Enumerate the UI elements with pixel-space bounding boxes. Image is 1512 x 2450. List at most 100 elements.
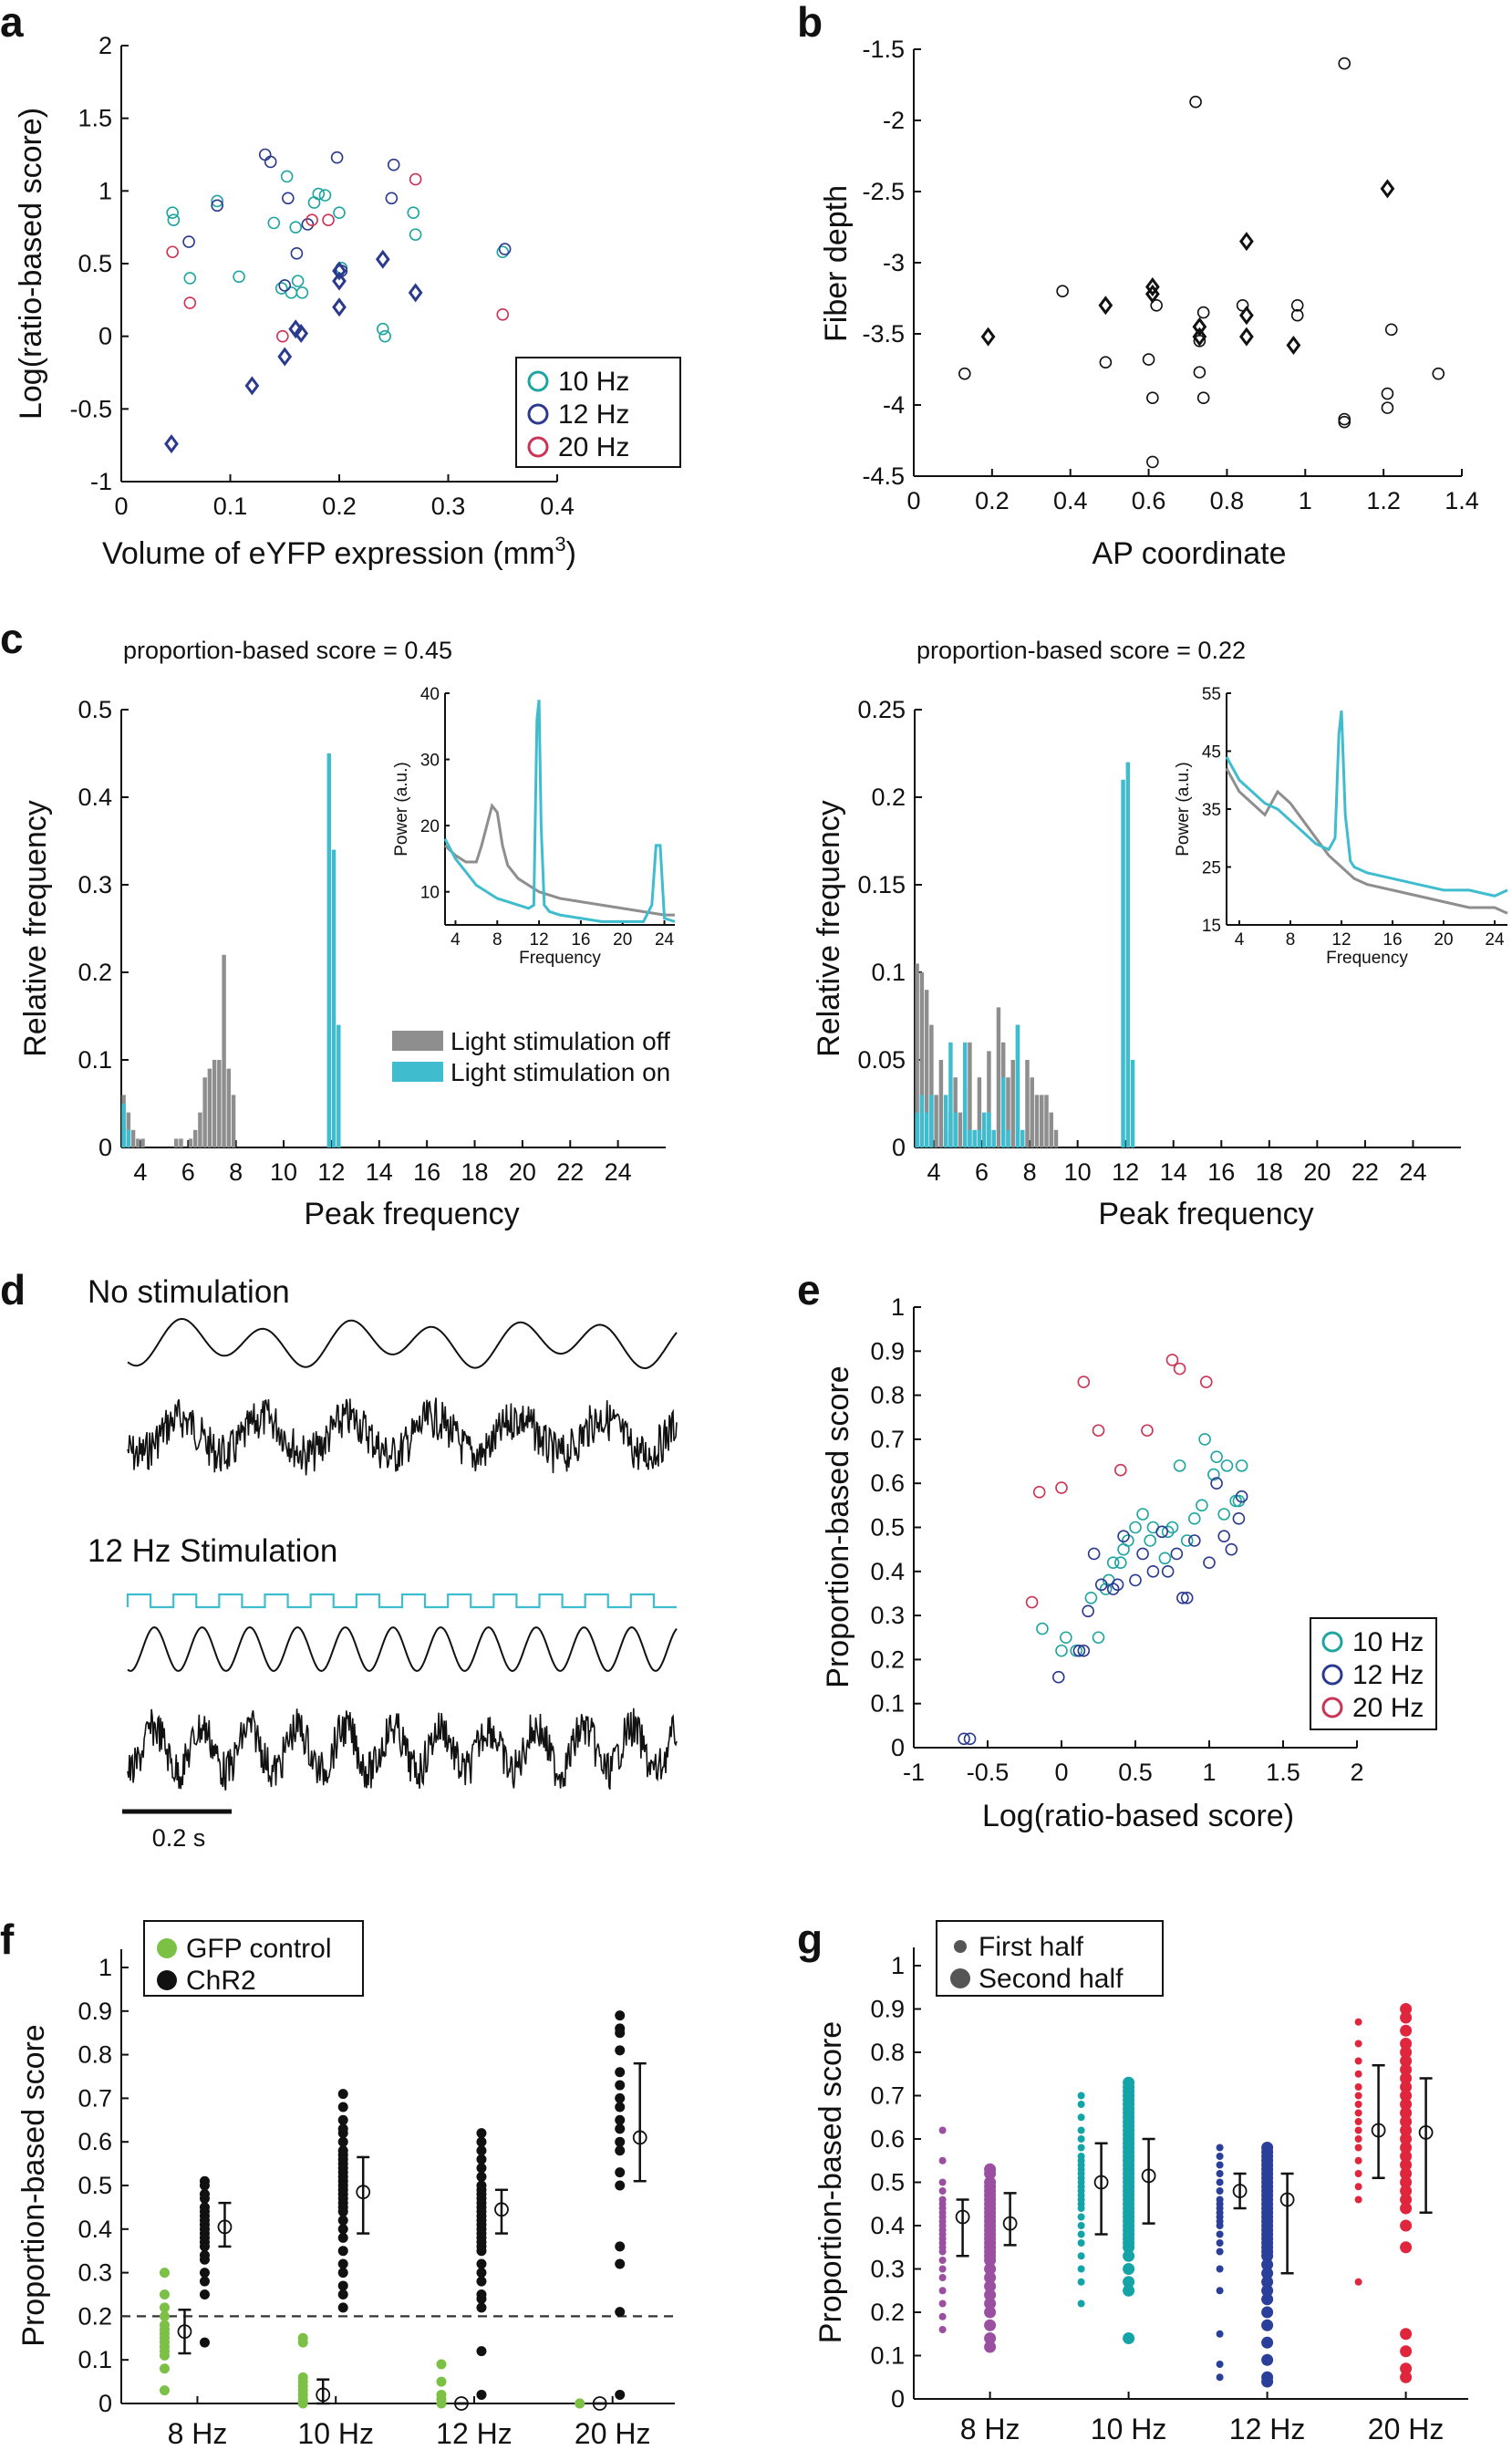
point: [1056, 285, 1069, 298]
data-point: [938, 2299, 947, 2308]
inset-x-tick-label: 24: [1485, 930, 1505, 950]
x-tick-label: 12: [317, 1158, 345, 1186]
data-point: [159, 2289, 170, 2299]
bar-light-off: [968, 1042, 972, 1147]
bar-light-off: [140, 1138, 145, 1147]
point: [1136, 1547, 1149, 1561]
legend-label: 20 Hz: [1352, 1693, 1424, 1723]
y-axis-label: Relative frequency: [18, 800, 53, 1057]
legend-label: ChR2: [186, 1966, 256, 1996]
data-point: [1400, 2194, 1413, 2206]
point: [1036, 1622, 1049, 1635]
point: [1236, 298, 1249, 312]
point: [1235, 1490, 1248, 1503]
point: [1432, 367, 1445, 380]
data-point: [1261, 2375, 1274, 2388]
point: [1072, 1644, 1086, 1657]
point: [1239, 327, 1254, 347]
data-point: [1354, 2018, 1362, 2026]
data-point: [337, 2114, 348, 2125]
point: [1207, 1468, 1220, 1481]
data-point: [1077, 2222, 1085, 2229]
x-tick-label: 18: [1256, 1158, 1283, 1186]
data-point: [1400, 2167, 1413, 2180]
y-tick-label: -0.5: [69, 395, 112, 422]
data-point: [1216, 2144, 1224, 2152]
x-tick-label: 0.2: [975, 487, 1010, 514]
point: [1087, 1547, 1101, 1561]
data-point: [938, 2178, 947, 2186]
point: [1210, 1450, 1223, 1464]
y-axis-label: Proportion-based score: [813, 2021, 848, 2343]
trace-no-stim-raw: [127, 1397, 678, 1476]
x-axis-label-end: ): [566, 536, 576, 571]
point: [1217, 1508, 1230, 1521]
data-point: [1400, 2024, 1413, 2037]
data-point: [199, 2268, 210, 2279]
mean-marker: [1279, 2192, 1295, 2207]
bar-light-on: [924, 1112, 929, 1147]
x-tick-label: 8 Hz: [168, 2417, 228, 2450]
data-point: [337, 2215, 348, 2226]
data-point: [984, 2167, 997, 2180]
point: [1077, 1376, 1091, 1388]
stimulation-pulses: [126, 1593, 677, 1609]
x-axis-label: Peak frequency: [304, 1197, 519, 1231]
data-point: [476, 2163, 487, 2174]
mean-marker: [177, 2324, 192, 2340]
data-point: [1400, 2090, 1413, 2102]
y-tick-label: 0.8: [870, 2039, 905, 2066]
data-point: [199, 2180, 210, 2191]
point: [1144, 277, 1160, 297]
data-point: [615, 2241, 626, 2252]
x-tick-label: 0.2: [322, 493, 357, 520]
data-point: [1216, 2161, 1224, 2169]
y-tick-label: 1: [891, 1293, 905, 1321]
data-point: [1216, 2248, 1224, 2256]
x-tick-label: 0: [906, 487, 920, 514]
data-point: [938, 2274, 947, 2281]
data-point: [1261, 2319, 1274, 2331]
bar-light-off: [987, 1051, 991, 1147]
point: [277, 347, 293, 367]
y-tick-label: -3.5: [862, 320, 905, 348]
data-point: [984, 2280, 997, 2292]
x-tick-label: 8: [1023, 1158, 1037, 1186]
point: [1077, 1644, 1091, 1657]
x-tick-label: 22: [1351, 1158, 1379, 1186]
point: [333, 206, 346, 220]
data-point: [1077, 2101, 1085, 2108]
y-tick-label: 0.9: [870, 1337, 905, 1365]
point: [291, 275, 305, 287]
point: [295, 286, 309, 299]
data-point: [615, 2307, 626, 2318]
data-point: [1400, 2150, 1413, 2163]
y-tick-label: 0.6: [78, 2128, 112, 2155]
point: [1235, 1459, 1248, 1472]
panel-label: b: [797, 0, 823, 46]
bar-light-off: [222, 954, 226, 1147]
point: [289, 221, 303, 234]
bar-light-off: [130, 1129, 136, 1147]
data-point: [938, 2312, 947, 2320]
point: [1290, 308, 1304, 322]
point: [407, 206, 420, 220]
data-point: [1077, 2252, 1085, 2260]
bar-light-off: [1040, 1095, 1044, 1147]
data-point: [337, 2089, 348, 2100]
legend-marker-second-half: [950, 1968, 970, 1988]
point: [1193, 366, 1206, 379]
data-point: [199, 2289, 210, 2299]
y-tick-label: 1.5: [78, 105, 112, 132]
x-axis-label: Log(ratio-based score): [982, 1799, 1294, 1833]
point: [1210, 1477, 1223, 1490]
point: [1099, 356, 1113, 369]
y-tick-label: 0.3: [78, 871, 112, 898]
bar-light-off: [1025, 1060, 1030, 1147]
data-point: [337, 2289, 348, 2299]
point: [958, 1732, 970, 1746]
inset-line-light-off: [1225, 767, 1508, 915]
data-point: [1261, 2284, 1274, 2297]
y-tick-label: 0.2: [78, 959, 112, 986]
x-tick-label: 0.8: [1210, 487, 1245, 514]
